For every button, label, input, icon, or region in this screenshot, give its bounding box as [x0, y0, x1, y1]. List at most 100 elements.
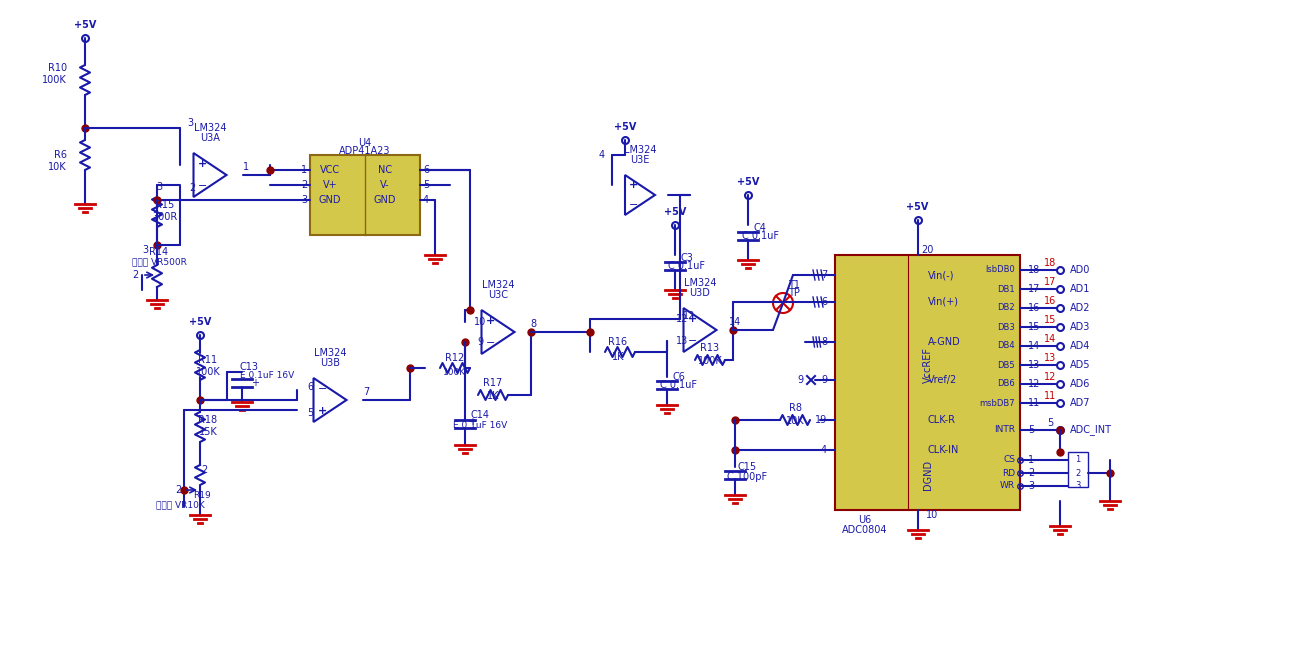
Text: 粿密型 VR10K: 粿密型 VR10K	[156, 501, 204, 509]
Text: +: +	[486, 316, 495, 326]
Text: 5: 5	[307, 408, 312, 418]
Text: AD4: AD4	[1070, 341, 1090, 351]
Text: LM324: LM324	[684, 278, 716, 288]
Text: 4: 4	[423, 195, 430, 205]
Text: 13: 13	[1029, 360, 1040, 370]
Text: C 0.1uF: C 0.1uF	[742, 231, 779, 241]
Text: U6: U6	[858, 515, 871, 525]
Text: 15K: 15K	[199, 427, 217, 437]
Text: AD3: AD3	[1070, 322, 1090, 332]
Text: 6: 6	[820, 297, 827, 307]
Text: T1: T1	[788, 280, 799, 290]
Text: +5V: +5V	[613, 122, 637, 132]
Text: ADC0804: ADC0804	[842, 525, 888, 535]
Text: U3E: U3E	[630, 155, 650, 165]
Text: AD5: AD5	[1070, 360, 1091, 370]
Text: −: −	[198, 181, 207, 191]
Text: AD6: AD6	[1070, 379, 1090, 389]
Text: 5: 5	[423, 180, 430, 190]
Text: GND: GND	[374, 195, 396, 205]
Text: 2: 2	[301, 180, 307, 190]
Text: 1K: 1K	[487, 391, 499, 401]
Text: VCC: VCC	[320, 165, 340, 175]
Text: −: −	[318, 384, 327, 394]
Text: AD2: AD2	[1070, 303, 1091, 313]
Text: 300R: 300R	[152, 212, 177, 222]
Text: R19: R19	[193, 490, 211, 499]
Text: 100K: 100K	[42, 75, 66, 85]
Text: Vin(-): Vin(-)	[927, 270, 954, 280]
Text: E 0.1uF 16V: E 0.1uF 16V	[453, 421, 506, 430]
Text: WR: WR	[1000, 481, 1016, 490]
Text: 1: 1	[243, 162, 249, 172]
Text: C 0.1uF: C 0.1uF	[660, 380, 698, 390]
Text: DB5: DB5	[997, 361, 1016, 370]
Text: V-: V-	[380, 180, 389, 190]
Text: 5: 5	[1047, 418, 1053, 428]
Text: 20: 20	[922, 245, 934, 255]
Text: C15: C15	[737, 462, 756, 472]
Text: C6: C6	[673, 372, 685, 382]
Text: Vref/2: Vref/2	[927, 375, 957, 385]
Text: 14: 14	[1029, 341, 1040, 351]
Text: 3: 3	[156, 182, 161, 192]
Text: 12: 12	[684, 311, 695, 321]
Text: U3D: U3D	[690, 288, 711, 298]
Text: 10K: 10K	[48, 162, 66, 172]
Text: 17: 17	[1044, 277, 1056, 287]
Text: 2: 2	[1029, 468, 1034, 478]
Text: 9: 9	[477, 337, 483, 347]
Text: NC: NC	[378, 165, 392, 175]
Text: 3: 3	[1029, 481, 1034, 491]
Text: 16: 16	[1029, 303, 1040, 313]
Text: 3: 3	[142, 245, 148, 255]
Text: 6: 6	[423, 165, 430, 175]
Text: C14: C14	[470, 410, 490, 420]
Text: 100K: 100K	[698, 356, 723, 366]
Text: 4: 4	[820, 445, 827, 455]
Text: +5V: +5V	[189, 317, 211, 327]
Text: INTR: INTR	[993, 426, 1016, 434]
Text: 10: 10	[474, 317, 486, 327]
Text: 10K: 10K	[785, 416, 805, 426]
Text: U3A: U3A	[201, 133, 220, 143]
Text: DB1: DB1	[997, 284, 1016, 293]
Text: 2: 2	[132, 270, 138, 280]
Text: Vin(+): Vin(+)	[927, 297, 958, 307]
Text: 18: 18	[1029, 265, 1040, 275]
Text: +5V: +5V	[74, 20, 96, 30]
Text: ADP41A23: ADP41A23	[340, 146, 391, 156]
Text: 13: 13	[1044, 353, 1056, 363]
Text: AD7: AD7	[1070, 398, 1091, 408]
Text: 14: 14	[729, 317, 741, 327]
Text: −: −	[687, 336, 697, 346]
Text: +: +	[629, 180, 638, 190]
Text: R16: R16	[608, 337, 628, 347]
Text: C 100pF: C 100pF	[727, 472, 767, 482]
Text: 3: 3	[187, 118, 193, 128]
Text: DB6: DB6	[997, 379, 1016, 389]
Text: +: +	[467, 417, 477, 427]
Text: 2: 2	[201, 465, 207, 475]
Text: AD1: AD1	[1070, 284, 1090, 294]
Text: C4: C4	[754, 223, 767, 233]
Text: 1K: 1K	[612, 352, 624, 362]
Text: 5: 5	[1029, 425, 1034, 435]
Text: 1: 1	[1029, 455, 1034, 465]
Text: +: +	[198, 159, 207, 169]
Text: 2: 2	[189, 183, 195, 193]
Text: 12: 12	[676, 314, 689, 324]
Text: DB3: DB3	[997, 323, 1016, 331]
Text: C 0.1uF: C 0.1uF	[668, 261, 706, 271]
Text: 11: 11	[1029, 398, 1040, 408]
Text: 12: 12	[1044, 372, 1056, 382]
Text: E 0.1uF 16V: E 0.1uF 16V	[240, 370, 294, 379]
Text: ADC_INT: ADC_INT	[1070, 424, 1112, 436]
Text: 15: 15	[1029, 322, 1040, 332]
Text: 3: 3	[1075, 481, 1081, 490]
Text: C3: C3	[681, 253, 694, 263]
Text: VccREF: VccREF	[923, 347, 932, 383]
Text: LM324: LM324	[624, 145, 656, 155]
Text: 18: 18	[1044, 258, 1056, 268]
Text: R13: R13	[700, 343, 720, 353]
